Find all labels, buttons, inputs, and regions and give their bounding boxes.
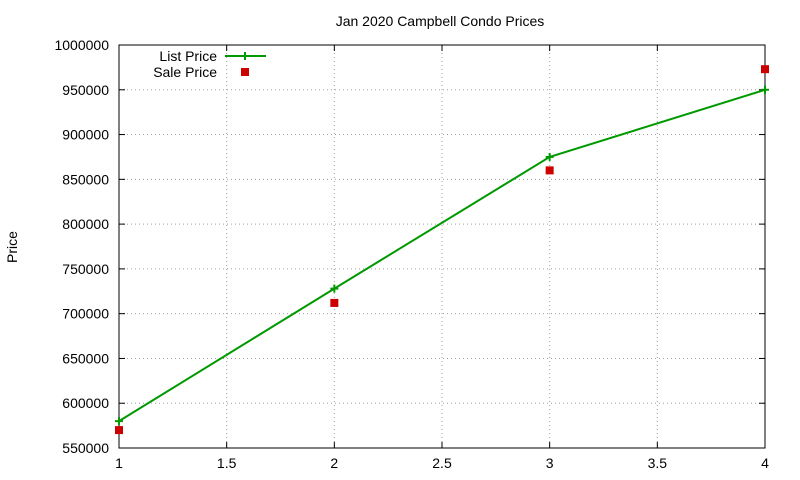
y-tick-label: 900000 [62,127,109,143]
data-point [330,284,339,293]
data-point [115,417,123,426]
data-point [545,166,554,175]
y-axis-label: Price [4,231,20,263]
data-point [761,85,769,94]
x-tick-label: 3 [546,455,554,471]
x-tick-label: 1 [115,455,123,471]
data-point [115,426,123,435]
y-tick-label: 700000 [62,306,109,322]
series-1 [115,85,769,426]
legend-label: List Price [159,48,217,64]
data-point [330,298,339,307]
series-line [118,88,766,422]
chart-title: Jan 2020 Campbell Condo Prices [336,13,545,29]
legend-label: Sale Price [153,64,217,80]
legend-item: List Price [159,48,266,64]
legend-marker [241,52,249,60]
y-tick-label: 800000 [62,216,109,232]
y-tick-label: 850000 [62,171,109,187]
y-tick-label: 1000000 [54,37,109,53]
legend-item: Sale Price [153,64,249,80]
x-tick-label: 2 [330,455,338,471]
y-tick-label: 600000 [62,395,109,411]
data-point [761,65,769,74]
y-tick-label: 550000 [62,440,109,456]
x-tick-label: 2.5 [432,455,452,471]
series-2 [115,65,769,435]
grid [119,45,765,448]
data-point [545,152,554,161]
y-tick-label: 950000 [62,82,109,98]
y-tick-label: 750000 [62,261,109,277]
x-tick-label: 1.5 [217,455,237,471]
y-tick-label: 650000 [62,350,109,366]
x-tick-label: 3.5 [648,455,668,471]
x-tick-label: 4 [761,455,769,471]
axis-ticks: 1 1.5 2 2.5 3 3.5 4 550000 600000 650000 700000 750… [54,37,769,471]
legend-marker [241,68,249,76]
series-layer [115,65,769,435]
